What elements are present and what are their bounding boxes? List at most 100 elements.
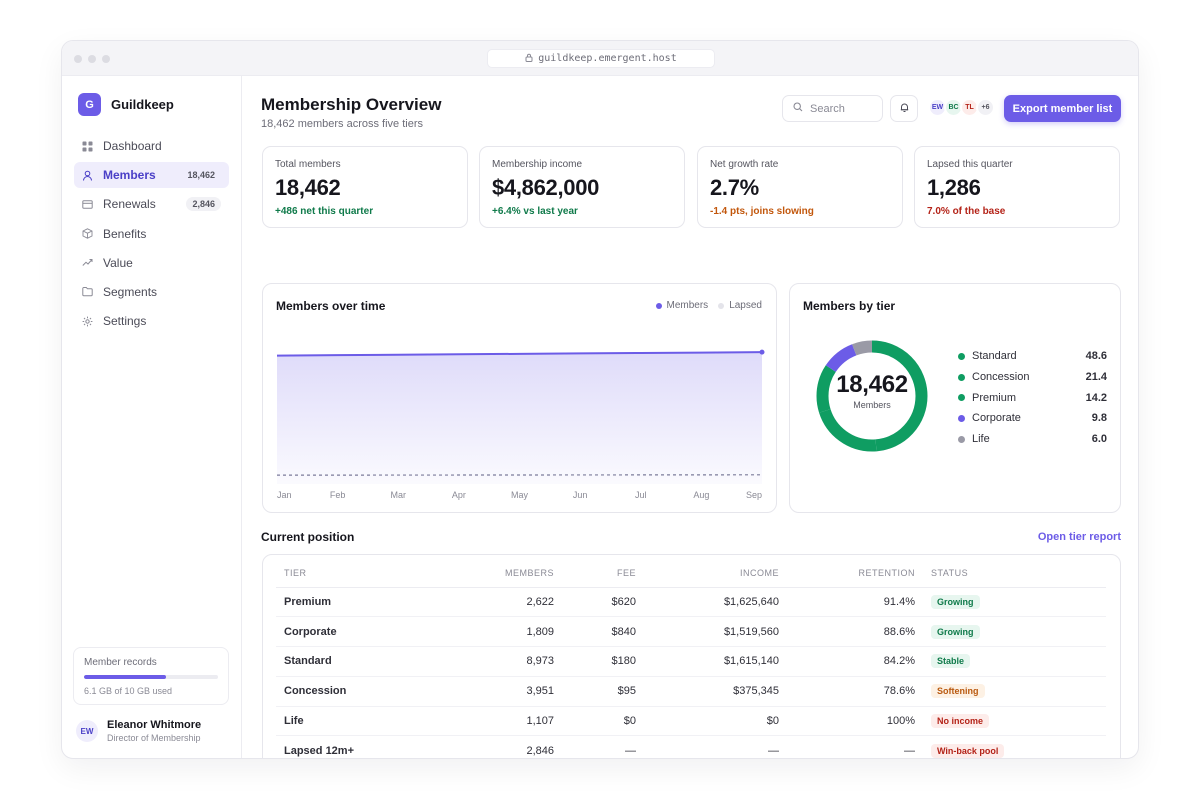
open-tier-report-link[interactable]: Open tier report — [1037, 531, 1121, 543]
table-row[interactable]: Corporate 1,809 $840 $1,519,560 88.6% Growing — [276, 616, 1106, 648]
x-tick-label: Jan — [277, 490, 292, 500]
team-avatars[interactable]: EW BC TL +6 — [928, 98, 995, 117]
legend-label: Lapsed — [729, 300, 762, 311]
tier-legend-label: Premium — [972, 391, 1017, 404]
donut-center-value: 18,462 — [836, 371, 908, 398]
column-header-fee[interactable]: FEE — [554, 559, 636, 588]
tier-legend-value: 14.2 — [1085, 391, 1107, 404]
bell-icon — [899, 100, 910, 118]
tier-donut-chart — [816, 340, 928, 452]
gear-icon — [82, 316, 93, 327]
notifications-button[interactable] — [890, 95, 918, 122]
sidebar-item-dashboard[interactable]: Dashboard — [74, 133, 229, 159]
sidebar-item-segments[interactable]: Segments — [74, 279, 229, 305]
cell-members: 3,951 — [421, 676, 554, 707]
cell-members: 8,973 — [421, 646, 554, 677]
kpi-card-membership-income: Membership income $4,862,000 +6.4% vs last… — [479, 146, 685, 228]
x-tick-label: Jun — [573, 490, 588, 500]
cell-status: Softening — [915, 676, 1106, 707]
cell-status: No income — [915, 706, 1106, 737]
sidebar-item-renewals[interactable]: Renewals 2,846 — [74, 191, 229, 217]
column-header-retention[interactable]: RETENTION — [779, 559, 915, 588]
sidebar-nav: Dashboard Members 18,462 Renewals 2,846 Benef… — [74, 133, 229, 337]
x-tick-label: May — [511, 490, 529, 500]
status-badge: Growing — [931, 594, 980, 609]
storage-detail: 6.1 GB of 10 GB used — [84, 686, 173, 696]
team-avatar[interactable]: +6 — [976, 98, 995, 117]
sidebar-item-members[interactable]: Members 18,462 — [74, 162, 229, 189]
page-title: Membership Overview — [261, 95, 442, 114]
export-member-list-button[interactable]: Export member list — [1004, 95, 1121, 122]
cell-tier: Premium — [276, 587, 421, 618]
table-row[interactable]: Standard 8,973 $180 $1,615,140 84.2% Stable — [276, 646, 1106, 677]
tier-legend-item-life: Life 6.0 — [958, 429, 1107, 450]
search-input[interactable]: Search — [782, 95, 883, 122]
tier-chart-title: Members by tier — [803, 299, 896, 313]
cell-members: 2,846 — [526, 745, 554, 758]
window-minimize-dot[interactable] — [88, 55, 96, 63]
table-row[interactable]: Lapsed 12m+ 2,846 — — — Win-back pool — [276, 736, 1106, 758]
tier-legend-swatch — [958, 352, 965, 360]
table-row[interactable]: Premium 2,622 $620 $1,625,640 91.4% Growing — [276, 587, 1106, 618]
column-header-income[interactable]: INCOME — [636, 559, 779, 588]
tier-legend-value: 9.8 — [1091, 412, 1107, 425]
brand-name: Guildkeep — [111, 97, 174, 112]
cell-tier: Lapsed 12m+ — [284, 745, 355, 758]
cell-retention: 91.4% — [779, 587, 915, 618]
kpi-card-total-members: Total members 18,462 +486 net this quarter — [262, 146, 468, 228]
user-role: Director of Membership — [107, 733, 201, 743]
folder-icon — [82, 286, 93, 297]
sidebar-item-benefits[interactable]: Benefits — [74, 221, 229, 247]
tier-legend-swatch — [958, 394, 965, 402]
kpi-delta: +6.4% vs last year — [492, 206, 578, 217]
tier-legend-label: Standard — [972, 350, 1017, 363]
legend-label: Members — [666, 300, 709, 311]
donut-slice-life — [816, 340, 928, 452]
window-close-dot[interactable] — [74, 55, 82, 63]
x-tick-label: Jul — [635, 490, 647, 500]
search-placeholder: Search — [810, 102, 845, 115]
storage-card: Member records 6.1 GB of 10 GB used — [73, 647, 229, 705]
column-header-members[interactable]: MEMBERS — [421, 559, 554, 588]
x-tick-label: Sep — [746, 490, 762, 500]
column-header-tier[interactable]: TIER — [276, 559, 421, 588]
kpi-label: Total members — [275, 159, 341, 170]
kpi-label: Lapsed this quarter — [927, 159, 1013, 170]
user-profile[interactable]: EW Eleanor Whitmore Director of Membersh… — [76, 719, 201, 743]
column-header-status[interactable]: STATUS — [915, 559, 1106, 588]
cell-tier: Standard — [276, 646, 421, 677]
kpi-delta: +486 net this quarter — [275, 206, 374, 217]
donut-slice-concession — [816, 340, 928, 452]
tier-legend-swatch — [958, 435, 965, 443]
brand[interactable]: G Guildkeep — [78, 93, 174, 116]
position-table: TIER MEMBERS FEE INCOME RETENTION STATUS Prem… — [276, 559, 1106, 758]
donut-center-label: Members — [853, 400, 891, 410]
cell-tier: Corporate — [276, 616, 421, 648]
brand-logo: G — [78, 93, 101, 116]
cell-fee: $840 — [554, 616, 636, 648]
search-icon — [793, 102, 803, 115]
tier-legend-value: 21.4 — [1085, 371, 1107, 384]
table-row[interactable]: Life 1,107 $0 $0 100% No income — [276, 706, 1106, 737]
kpi-card-lapsed-this-quarter: Lapsed this quarter 1,286 7.0% of the base — [914, 146, 1120, 228]
cell-tier: Concession — [276, 676, 421, 707]
window-maximize-dot[interactable] — [102, 55, 110, 63]
cell-members: 2,622 — [421, 587, 554, 618]
kpi-label: Net growth rate — [710, 159, 779, 170]
members-series-line — [276, 351, 763, 357]
cell-status: Growing — [915, 587, 1106, 618]
browser-titlebar: guildkeep.emergent.host — [62, 41, 1138, 76]
user-avatar: EW — [76, 720, 98, 742]
x-tick-label: Apr — [452, 490, 466, 500]
kpi-delta: -1.4 pts, joins slowing — [710, 206, 814, 217]
url-bar[interactable]: guildkeep.emergent.host — [487, 49, 715, 68]
tier-legend-swatch — [958, 414, 965, 422]
sidebar-item-settings[interactable]: Settings — [74, 308, 229, 334]
members-last-point — [759, 349, 765, 355]
sidebar-item-value[interactable]: Value — [74, 250, 229, 276]
kpi-value: 2.7% — [710, 175, 759, 200]
status-badge: Growing — [931, 624, 980, 639]
cell-fee: $0 — [554, 706, 636, 737]
table-row[interactable]: Concession 3,951 $95 $375,345 78.6% Softening — [276, 676, 1106, 707]
user-name: Eleanor Whitmore — [107, 719, 202, 731]
